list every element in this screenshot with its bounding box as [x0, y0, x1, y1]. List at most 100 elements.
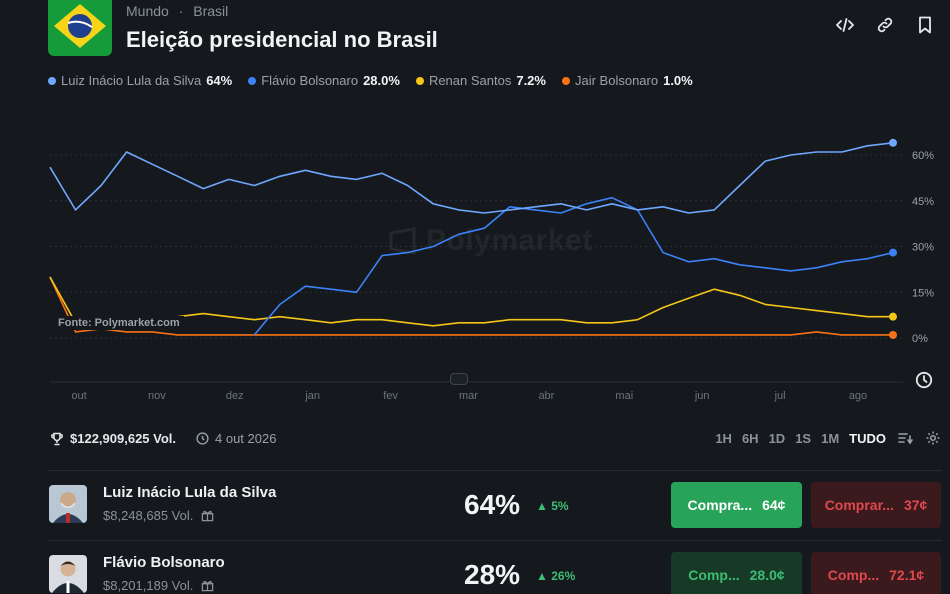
breadcrumb-item-mundo[interactable]: Mundo [126, 3, 169, 19]
divider [48, 470, 942, 471]
range-1m[interactable]: 1M [821, 430, 840, 446]
legend-item-jair: Jair Bolsonaro 1.0% [561, 73, 693, 88]
buy-no-label: Comprar... [824, 497, 894, 513]
legend-name: Luiz Inácio Lula da Silva [61, 73, 202, 88]
x-tick-label: mai [615, 390, 633, 402]
range-1d[interactable]: 1D [768, 430, 786, 446]
x-tick-label: jun [694, 390, 710, 402]
series-line [49, 142, 894, 214]
buy-yes-price: 64¢ [762, 497, 786, 513]
y-tick-label: 0% [912, 333, 928, 345]
divider [48, 540, 942, 541]
avatar [49, 555, 87, 593]
outcome-change: ▲ 26% [536, 569, 576, 583]
clock-icon[interactable] [910, 366, 938, 394]
x-tick-label: out [71, 390, 86, 402]
outcome-row-lula[interactable]: Luiz Inácio Lula da Silva $8,248,685 Vol… [0, 471, 950, 541]
y-tick-label: 15% [912, 287, 934, 299]
buy-no-label: Comp... [827, 567, 880, 583]
embed-icon[interactable] [834, 14, 856, 36]
chart-source: Fonte: Polymarket.com [54, 316, 184, 330]
breadcrumb-item-brasil[interactable]: Brasil [193, 3, 229, 19]
outcome-change: ▲ 5% [536, 499, 569, 513]
series-end-dot [889, 248, 897, 257]
series-line [49, 276, 893, 336]
legend-name: Jair Bolsonaro [574, 73, 659, 88]
outcome-volume-text: $8,201,189 Vol. [103, 578, 194, 593]
breadcrumb-separator: · [178, 3, 184, 19]
y-tick-label: 30% [912, 242, 934, 254]
buy-no-button[interactable]: Comp... 72.1¢ [811, 552, 941, 594]
clock-icon [196, 432, 209, 445]
legend-value: 7.2% [516, 73, 546, 88]
buy-no-button[interactable]: Comprar... 37¢ [811, 482, 941, 528]
outcome-volume: $8,248,685 Vol. [103, 508, 214, 523]
buy-no-price: 72.1¢ [889, 567, 925, 583]
sort-icon[interactable] [896, 429, 914, 447]
time-range-selector: 1H 6H 1D 1S 1M TUDO [715, 429, 942, 447]
series-end-dot [889, 138, 897, 147]
chart-legend: Luiz Inácio Lula da Silva 64% Flávio Bol… [48, 73, 693, 88]
outcome-name: Flávio Bolsonaro [103, 554, 225, 571]
buy-yes-button[interactable]: Compra... 64¢ [671, 482, 802, 528]
outcome-row-flavio[interactable]: Flávio Bolsonaro $8,201,189 Vol. 28% ▲ 2… [0, 541, 950, 594]
legend-dot [48, 76, 56, 85]
total-volume-text: $122,909,625 Vol. [70, 431, 177, 446]
gift-icon[interactable] [201, 579, 214, 592]
total-volume: $122,909,625 Vol. [50, 431, 176, 446]
legend-dot [248, 76, 257, 85]
legend-item-flavio: Flávio Bolsonaro 28.0% [248, 73, 400, 88]
legend-value: 64% [206, 73, 233, 88]
series-line [253, 196, 894, 336]
range-1h[interactable]: 1H [715, 430, 732, 446]
buy-yes-label: Compra... [687, 497, 753, 513]
link-icon[interactable] [874, 14, 896, 36]
y-tick-label: 45% [912, 196, 934, 208]
page-title: Eleição presidencial no Brasil [126, 27, 438, 52]
outcome-percent: 28% [464, 559, 521, 590]
series-end-dot [889, 312, 897, 321]
legend-value: 28.0% [363, 73, 400, 88]
settings-gear-icon[interactable] [924, 429, 942, 447]
buy-no-price: 37¢ [903, 497, 928, 513]
y-tick-label: 60% [912, 150, 934, 162]
chart-svg: 60% 45% 30% 15% 0% out nov dez jan fev mar abr mai ju… [49, 138, 934, 402]
gift-icon[interactable] [201, 509, 214, 522]
legend-dot [415, 76, 424, 85]
range-1s[interactable]: 1S [795, 430, 812, 446]
market-header: Mundo · Brasil Eleição presidencial no B… [0, 0, 950, 60]
x-tick-label: mar [459, 390, 478, 402]
series-end-dot [889, 330, 897, 339]
x-tick-label: abr [538, 390, 554, 402]
range-tudo[interactable]: TUDO [849, 430, 886, 446]
breadcrumb: Mundo · Brasil [126, 3, 228, 19]
buy-yes-button[interactable]: Comp... 28.0¢ [671, 552, 802, 594]
x-tick-label: ago [849, 390, 867, 402]
outcome-change-value: 26% [551, 569, 576, 583]
outcome-percent: 64% [464, 489, 521, 520]
polymarket-watermark: Polymarket [388, 224, 593, 258]
range-6h[interactable]: 6H [741, 430, 759, 446]
x-tick-label: nov [148, 390, 166, 402]
brazil-flag-icon [48, 0, 112, 56]
x-tick-label: jul [774, 390, 786, 402]
legend-name: Flávio Bolsonaro [261, 73, 359, 88]
outcome-volume: $8,201,189 Vol. [103, 578, 214, 593]
legend-value: 1.0% [663, 73, 693, 88]
legend-item-renan: Renan Santos 7.2% [415, 73, 546, 88]
series-line [49, 276, 893, 330]
chart-range-handle[interactable] [450, 373, 468, 385]
chart-toolbar: $122,909,625 Vol. 4 out 2026 1H 6H 1D 1S… [0, 425, 950, 455]
outcome-name: Luiz Inácio Lula da Silva [103, 484, 277, 501]
avatar [49, 485, 87, 523]
x-tick-label: fev [383, 390, 398, 402]
outcome-volume-text: $8,248,685 Vol. [103, 508, 194, 523]
watermark-text: Polymarket [426, 224, 593, 257]
end-date: 4 out 2026 [196, 431, 276, 446]
price-chart[interactable]: Polymarket 60% 45% 30% 15% 0% out nov dez jan fev… [0, 120, 950, 410]
legend-dot [561, 76, 570, 85]
x-tick-label: jan [304, 390, 320, 402]
buy-yes-price: 28.0¢ [749, 567, 785, 583]
end-date-text: 4 out 2026 [215, 431, 277, 446]
bookmark-icon[interactable] [914, 14, 936, 36]
